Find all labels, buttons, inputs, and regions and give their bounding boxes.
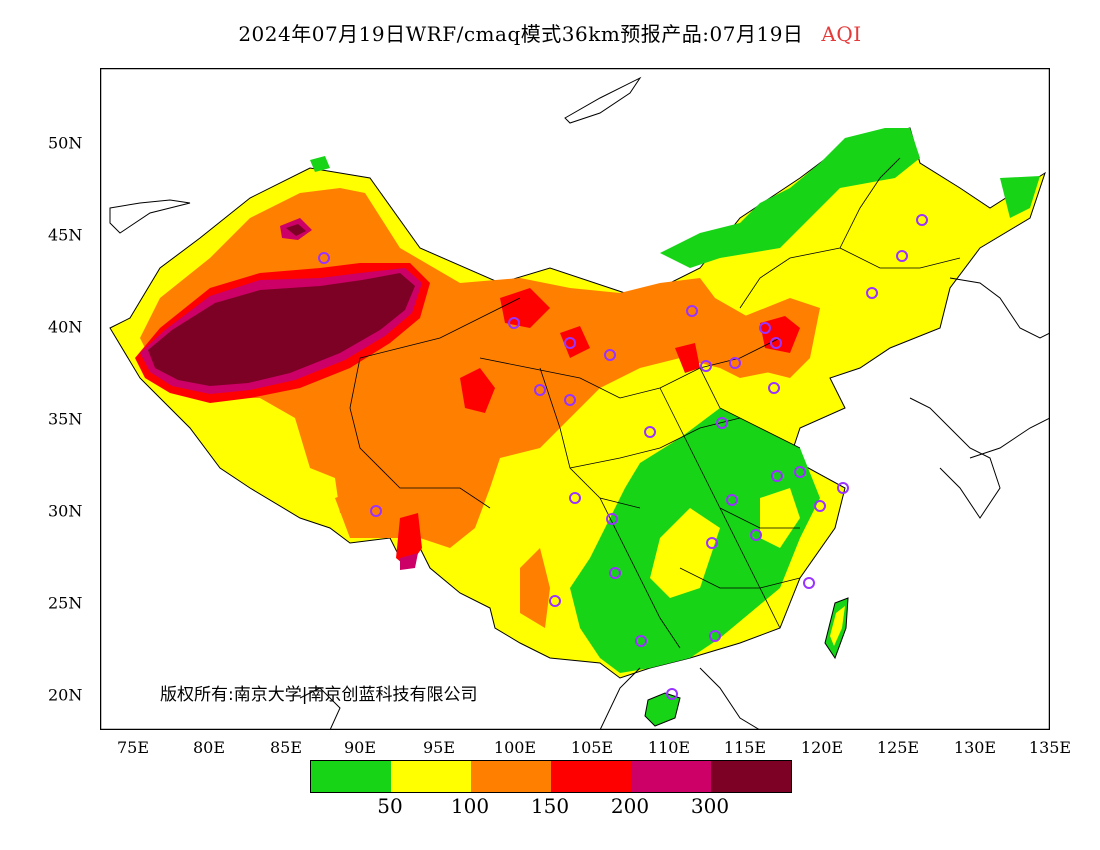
legend-label-50: 50	[377, 794, 403, 818]
lon-label-105e: 105E	[570, 738, 614, 757]
lon-label-90e: 90E	[343, 738, 377, 757]
lon-label-85e: 85E	[269, 738, 303, 757]
legend-swatch-sensitive	[471, 761, 551, 792]
lon-label-80e: 80E	[192, 738, 226, 757]
legend-swatch-moderate	[391, 761, 471, 792]
copyright-notice: 版权所有:南京大学|南京创蓝科技有限公司	[160, 685, 478, 705]
map-frame	[100, 68, 1050, 730]
lon-label-110e: 110E	[647, 738, 691, 757]
title-variable: AQI	[821, 22, 862, 46]
lat-label-45n: 45N	[48, 225, 83, 245]
legend-label-100: 100	[450, 794, 490, 818]
legend-swatch-good	[311, 761, 391, 792]
lon-label-75e: 75E	[116, 738, 150, 757]
lon-label-130e: 130E	[953, 738, 997, 757]
legend-swatch-unhealthy	[551, 761, 631, 792]
province-boundaries	[349, 157, 961, 649]
lon-label-125e: 125E	[876, 738, 920, 757]
color-legend	[310, 760, 792, 793]
lon-label-120e: 120E	[800, 738, 844, 757]
map-title: 2024年07月19日WRF/cmaq模式36km预报产品:07月19日 AQI	[0, 18, 1100, 47]
lon-label-115e: 115E	[723, 738, 767, 757]
lat-label-30n: 30N	[48, 501, 83, 521]
lat-label-35n: 35N	[48, 409, 83, 429]
lon-label-135e: 135E	[1028, 738, 1072, 757]
legend-label-300: 300	[690, 794, 730, 818]
lat-label-40n: 40N	[48, 317, 83, 337]
title-main: 2024年07月19日WRF/cmaq模式36km预报产品:07月19日	[238, 22, 804, 46]
city-markers	[318, 214, 928, 700]
legend-swatch-hazardous	[711, 761, 791, 792]
lon-label-100e: 100E	[493, 738, 537, 757]
lat-label-20n: 20N	[48, 685, 83, 705]
hainan	[644, 692, 681, 727]
legend-swatch-very-unhealthy	[631, 761, 711, 792]
hazardous-zone-taklimakan	[148, 273, 415, 386]
lon-label-95e: 95E	[422, 738, 456, 757]
legend-label-200: 200	[610, 794, 650, 818]
lat-label-50n: 50N	[48, 133, 83, 153]
coastlines	[109, 76, 1050, 730]
aqi-map	[100, 68, 1050, 730]
legend-label-150: 150	[530, 794, 570, 818]
lat-label-25n: 25N	[48, 593, 83, 613]
green-zone-northeast	[660, 128, 920, 268]
